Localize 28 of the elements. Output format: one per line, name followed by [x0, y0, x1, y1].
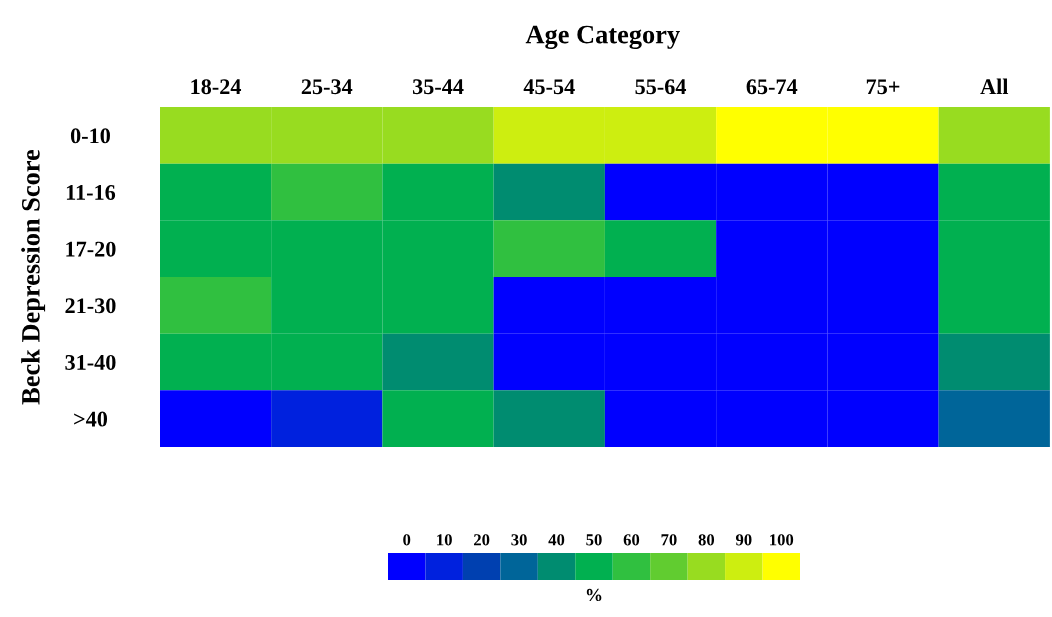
- y-axis-title: Beck Depression Score: [21, 149, 46, 405]
- color-bar-label: 100: [770, 534, 794, 546]
- x-tick-label: 45-54: [523, 79, 575, 95]
- y-tick-label: 21-30: [65, 298, 116, 314]
- x-tick-label: 65-74: [746, 79, 798, 95]
- y-tick-label: 0-10: [70, 128, 110, 144]
- color-bar-label: 90: [735, 534, 752, 546]
- color-bar-label: 50: [586, 534, 602, 546]
- x-tick-label: 75+: [866, 79, 900, 95]
- color-bar-label: 70: [661, 534, 677, 546]
- color-bar-label: 40: [548, 534, 565, 546]
- x-tick-label: 55-64: [635, 79, 687, 95]
- y-tick-label: 17-20: [66, 241, 116, 257]
- x-tick-label: 18-24: [191, 79, 242, 95]
- color-bar-label: 80: [698, 534, 715, 546]
- x-tick-label: All: [980, 78, 1009, 94]
- x-tick-label: 25-34: [301, 79, 353, 95]
- y-tick-label: 11-16: [66, 185, 116, 200]
- x-tick-label: 35-44: [412, 79, 464, 95]
- color-bar-label: 10: [437, 534, 452, 546]
- color-bar-title: %: [586, 588, 602, 602]
- color-bar-label: 0: [403, 534, 411, 546]
- chart-title: Age Category: [525, 25, 680, 49]
- y-tick-label: >40: [74, 411, 108, 427]
- y-tick-label: 31-40: [65, 354, 116, 370]
- color-bar-label: 60: [623, 534, 640, 546]
- color-bar-label: 20: [474, 534, 490, 546]
- color-bar-label: 30: [511, 534, 527, 546]
